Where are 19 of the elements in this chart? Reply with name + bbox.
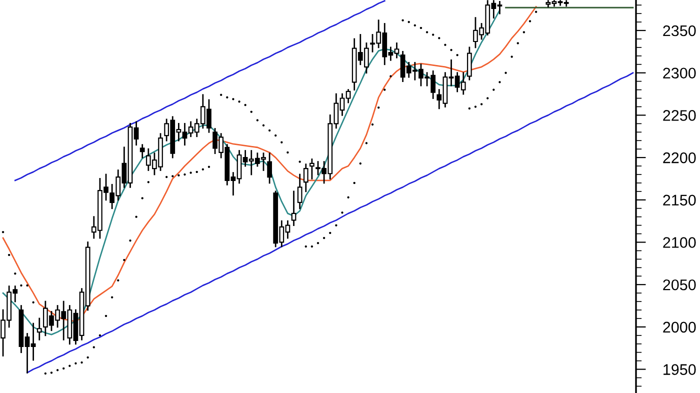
candlestick bbox=[267, 152, 272, 184]
y-tick-label: 2150 bbox=[663, 194, 696, 206]
y-tick-label: 2300 bbox=[663, 68, 696, 79]
line-series bbox=[14, 0, 386, 182]
candlestick bbox=[466, 46, 472, 80]
y-tick-label: 2100 bbox=[663, 237, 696, 248]
y-tick-label: 2000 bbox=[663, 322, 696, 333]
y-tick-label: 2050 bbox=[663, 279, 696, 290]
y-tick-label: 2350 bbox=[663, 25, 696, 36]
candlestick bbox=[310, 158, 314, 180]
candlestick bbox=[297, 174, 302, 210]
y-tick-label: 2200 bbox=[663, 152, 696, 164]
candlestick bbox=[140, 144, 145, 158]
candlestick bbox=[291, 190, 296, 226]
candlestick bbox=[303, 164, 308, 192]
line-series bbox=[26, 72, 634, 374]
candlestick bbox=[36, 318, 42, 340]
y-tick-label: 1950 bbox=[664, 364, 696, 375]
y-tick-label: 2250 bbox=[663, 110, 696, 121]
